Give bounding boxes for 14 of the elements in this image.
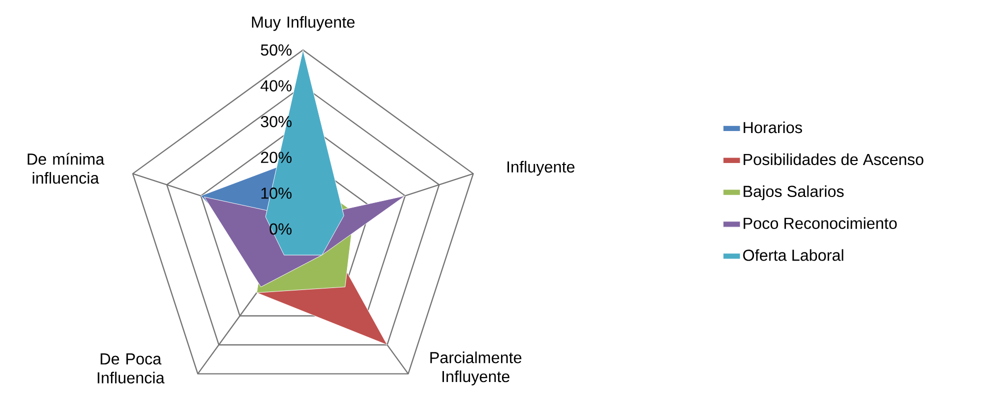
legend-label: Horarios bbox=[744, 121, 802, 134]
y-tick-label: 10% bbox=[261, 188, 292, 199]
spoke-label: De Poca Influencia bbox=[98, 353, 165, 384]
legend-label: Poco Reconocimiento bbox=[744, 217, 897, 229]
y-tick-label: 50% bbox=[260, 44, 292, 56]
y-tick-label: 0% bbox=[270, 223, 292, 235]
legend-label: Bajos Salarios bbox=[744, 185, 844, 200]
legend-label: Posibilidades de Ascenso bbox=[744, 153, 924, 166]
y-tick-label: 40% bbox=[260, 80, 292, 92]
spoke-label: De mínima influencia bbox=[28, 152, 104, 184]
legend-label: Oferta Laboral bbox=[743, 249, 844, 261]
spoke-label: Influyente bbox=[508, 160, 574, 176]
spoke-label: Muy Influyente bbox=[252, 16, 355, 31]
spoke-label: Parcialmente Influyente bbox=[430, 352, 522, 386]
